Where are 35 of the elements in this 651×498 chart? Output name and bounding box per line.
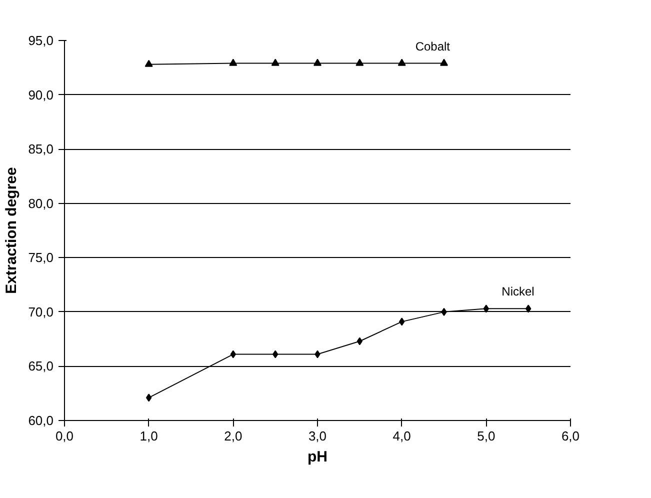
y-tick-label: 90,0 [28, 87, 54, 102]
point [314, 350, 320, 358]
point [440, 58, 448, 66]
x-tick-label: 1,0 [140, 428, 158, 444]
point [399, 318, 405, 326]
point [441, 308, 447, 316]
point [314, 58, 322, 66]
point [272, 350, 278, 358]
point [144, 60, 153, 67]
point [230, 350, 236, 358]
point [356, 58, 364, 66]
x-tick-label: 4,0 [392, 428, 411, 444]
point [398, 58, 406, 66]
point [271, 58, 280, 66]
x-tick-label: 2,0 [224, 428, 242, 444]
y-tick-label: 95,0 [28, 33, 54, 48]
point [526, 304, 532, 313]
y-tick-label: 75,0 [28, 250, 54, 266]
x-axis-title: pH [308, 448, 328, 466]
point [146, 394, 152, 402]
series-label: Cobalt [415, 39, 451, 54]
y-tick-label: 80,0 [28, 196, 54, 211]
point [229, 58, 238, 66]
y-axis-title: Extraction degree [3, 167, 20, 294]
x-tick-label: 5,0 [477, 428, 496, 444]
point [483, 304, 489, 313]
series-label: Nickel [502, 284, 534, 299]
x-tick-label: 6,0 [561, 428, 580, 444]
y-tick-label: 65,0 [28, 358, 54, 374]
y-tick-label: 85,0 [28, 142, 54, 157]
x-tick-label: 0,0 [55, 428, 74, 444]
point [356, 337, 362, 346]
y-tick-label: 70,0 [28, 304, 54, 320]
y-tick-label: 60,0 [28, 413, 54, 428]
x-tick-label: 3,0 [308, 428, 327, 444]
